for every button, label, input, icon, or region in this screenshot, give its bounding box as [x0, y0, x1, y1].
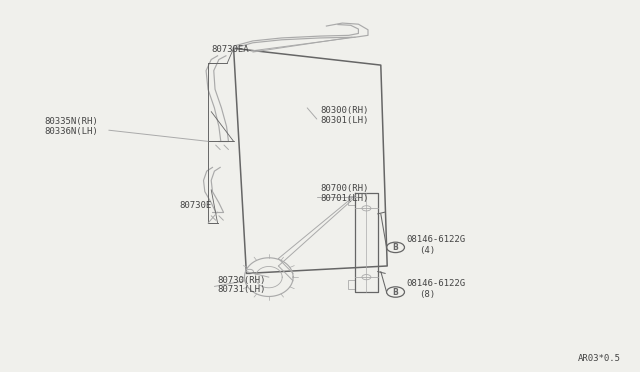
Text: B: B: [393, 288, 398, 296]
Text: 08146-6122G: 08146-6122G: [406, 279, 465, 288]
Text: 80731(LH): 80731(LH): [218, 285, 266, 294]
Bar: [348, 280, 355, 289]
Text: AR03*0.5: AR03*0.5: [578, 354, 621, 363]
Text: 80300(RH): 80300(RH): [320, 106, 369, 115]
Text: (4): (4): [419, 246, 435, 255]
Text: 08146-6122G: 08146-6122G: [406, 235, 465, 244]
Text: 80730EA: 80730EA: [211, 45, 249, 54]
Text: 80336N(LH): 80336N(LH): [45, 127, 99, 136]
Text: 80301(LH): 80301(LH): [320, 116, 369, 125]
Text: 80700(RH): 80700(RH): [320, 185, 369, 193]
Text: 80701(LH): 80701(LH): [320, 194, 369, 203]
Text: (8): (8): [419, 291, 435, 299]
Text: 80730(RH): 80730(RH): [218, 276, 266, 285]
Bar: [348, 196, 355, 205]
Text: B: B: [393, 243, 398, 252]
Text: 80730E: 80730E: [179, 201, 211, 210]
Text: 80335N(RH): 80335N(RH): [45, 118, 99, 126]
